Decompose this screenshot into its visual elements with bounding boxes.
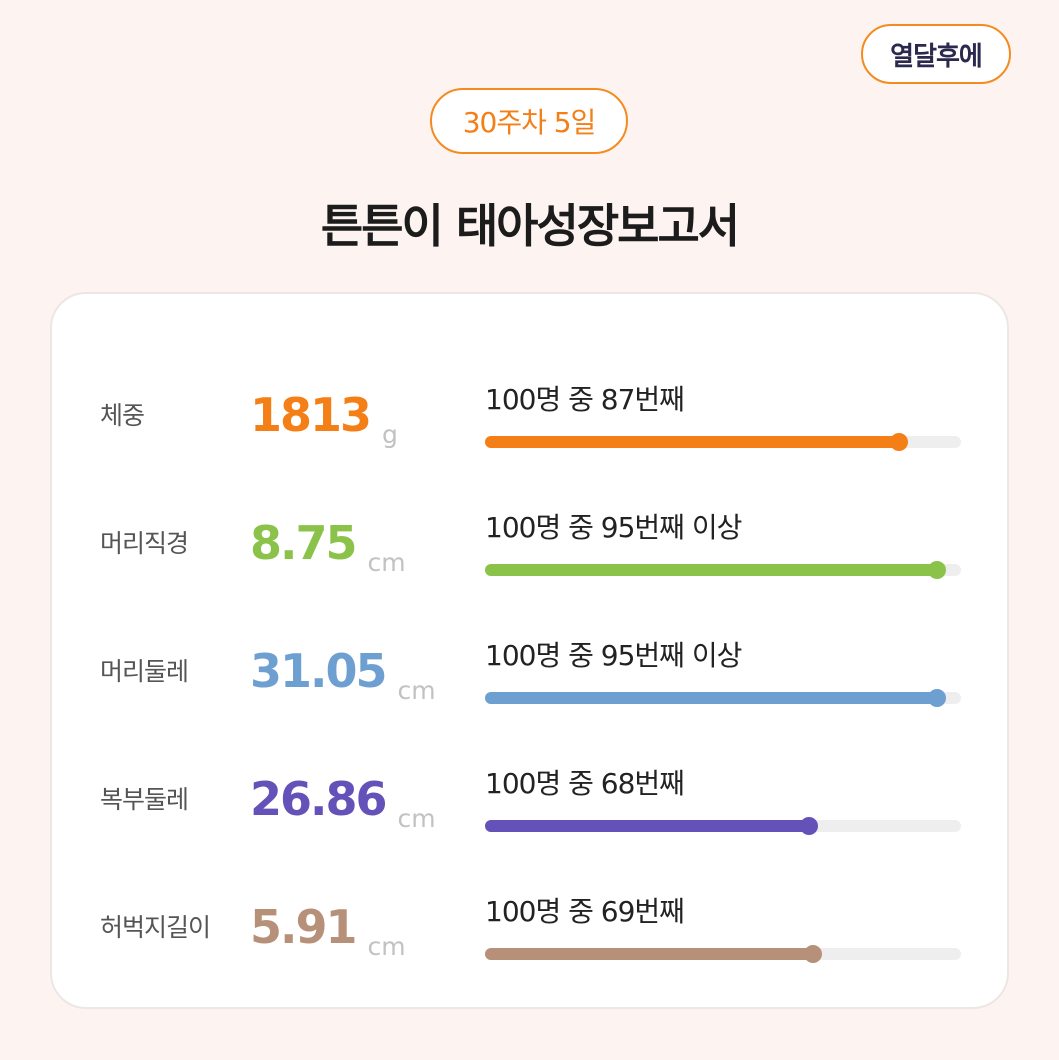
percentile-bar	[485, 817, 961, 835]
metric-unit: cm	[367, 548, 406, 577]
rank-text: 100명 중 87번째	[485, 383, 685, 416]
metric-row-abdominal-circumference: 복부둘레 26.86 cm 100명 중 68번째	[52, 740, 1011, 850]
percentile-bar-fill	[485, 820, 809, 832]
percentile-bar-fill	[485, 692, 938, 704]
percentile-bar-knob	[799, 817, 818, 835]
percentile-bar	[485, 433, 961, 451]
metric-label: 체중	[100, 401, 145, 430]
metric-label: 복부둘레	[100, 785, 189, 814]
metric-value-group: 31.05 cm	[250, 644, 436, 705]
metric-value: 1813	[250, 388, 372, 442]
growth-report-card: 체중 1813 g 100명 중 87번째 머리직경 8.75 cm 100명 중 …	[50, 292, 1009, 1009]
percentile-bar-fill	[485, 436, 900, 448]
metric-value: 31.05	[250, 644, 388, 698]
metric-value-group: 8.75 cm	[250, 516, 406, 577]
metric-row-head-circumference: 머리둘레 31.05 cm 100명 중 95번째 이상	[52, 612, 1011, 722]
metric-row-weight: 체중 1813 g 100명 중 87번째	[52, 356, 1011, 466]
metric-label: 머리둘레	[100, 657, 189, 686]
percentile-bar	[485, 561, 961, 579]
rank-text: 100명 중 95번째 이상	[485, 511, 742, 544]
metric-value-group: 26.86 cm	[250, 772, 436, 833]
page-title: 튼튼이 태아성장보고서	[320, 199, 740, 253]
rank-text: 100명 중 95번째 이상	[485, 639, 742, 672]
metric-row-head-diameter: 머리직경 8.75 cm 100명 중 95번째 이상	[52, 484, 1011, 594]
metric-unit: cm	[367, 932, 406, 961]
metric-row-femur-length: 허벅지길이 5.91 cm 100명 중 69번째	[52, 868, 1011, 978]
metric-value: 8.75	[250, 516, 357, 570]
metric-value: 26.86	[250, 772, 388, 826]
rank-text: 100명 중 68번째	[485, 767, 685, 800]
metric-label: 머리직경	[100, 529, 189, 558]
percentile-bar-knob	[928, 561, 947, 579]
percentile-bar-fill	[485, 564, 938, 576]
percentile-bar-fill	[485, 948, 814, 960]
metric-value: 5.91	[250, 900, 357, 954]
metric-unit: cm	[397, 804, 436, 833]
brand-badge[interactable]: 열달후에	[861, 24, 1011, 84]
rank-text: 100명 중 69번째	[485, 895, 685, 928]
percentile-bar-knob	[928, 689, 947, 707]
percentile-bar-knob	[804, 945, 823, 963]
week-badge: 30주차 5일	[430, 88, 628, 154]
metric-value-group: 1813 g	[250, 388, 398, 449]
metric-value-group: 5.91 cm	[250, 900, 406, 961]
percentile-bar-knob	[890, 433, 909, 451]
percentile-bar	[485, 945, 961, 963]
percentile-bar	[485, 689, 961, 707]
metric-label: 허벅지길이	[100, 913, 211, 942]
metric-unit: g	[382, 420, 398, 449]
metric-unit: cm	[397, 676, 436, 705]
